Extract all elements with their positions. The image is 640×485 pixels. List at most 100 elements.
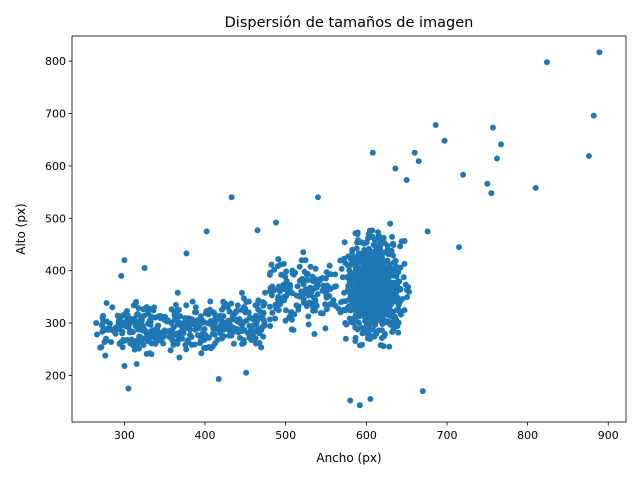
data-point [207,317,214,324]
data-point [365,317,372,324]
data-point [160,340,167,347]
data-point [280,295,287,302]
data-point [368,284,375,291]
data-point [380,319,387,326]
data-point [266,303,273,310]
y-tick-label: 300 [45,317,66,330]
data-point [118,272,125,279]
data-point [135,305,142,312]
data-point [375,233,382,240]
data-point [256,314,263,321]
data-point [260,333,267,340]
data-point [133,361,140,368]
data-point [232,308,239,315]
data-point [100,326,107,333]
data-point [248,337,255,343]
data-point [272,315,279,322]
data-point [240,295,247,302]
data-point [392,165,399,172]
data-point [395,295,402,302]
data-point [345,286,352,293]
data-point [342,307,349,314]
data-point [341,239,348,246]
data-point [398,238,405,245]
data-point [365,231,372,238]
data-point [169,336,176,343]
data-point [154,323,161,330]
data-point [109,304,116,311]
data-point [175,336,182,343]
data-point [341,289,348,296]
points-layer [93,49,603,409]
data-point [381,333,388,340]
data-point [354,270,361,277]
data-point [112,330,119,337]
data-point [400,274,407,281]
y-tick-label: 200 [45,369,66,382]
data-point [310,294,317,301]
data-point [354,263,361,270]
data-point [325,271,332,278]
data-point [100,312,107,319]
data-point [298,288,305,295]
plot-frame [71,35,627,423]
data-point [303,276,310,283]
data-point [254,227,261,234]
data-point [288,326,295,333]
data-point [280,260,287,267]
data-point [379,295,386,302]
data-point [130,302,137,309]
data-point [380,263,387,269]
data-point [489,124,496,131]
y-tick-label: 500 [45,212,66,225]
data-point [228,300,235,307]
data-point [307,263,314,270]
data-point [367,277,374,284]
data-point [275,283,282,290]
data-point [240,319,247,326]
data-point [131,346,138,353]
data-point [392,313,399,320]
data-point [456,244,463,251]
data-point [314,291,321,298]
data-point [371,242,378,249]
data-point [347,269,354,276]
data-point [378,268,385,275]
data-point [387,266,394,273]
data-point [389,308,396,315]
data-point [355,302,362,309]
data-point [596,49,603,56]
data-point [163,318,170,325]
data-point [258,344,265,351]
data-point [188,333,195,340]
data-point [116,326,123,333]
data-point [252,302,259,309]
data-point [120,336,127,343]
data-point [402,281,409,288]
data-point [355,319,362,326]
data-point [200,333,207,340]
data-point [143,335,150,342]
data-point [384,246,391,253]
data-point [387,220,394,227]
data-point [317,310,324,317]
data-point [364,335,371,342]
data-point [312,265,319,272]
data-point [323,306,330,313]
x-tick-label: 300 [114,429,135,442]
data-point [182,341,189,348]
data-point [358,307,365,314]
data-point [143,350,150,357]
data-point [176,354,183,361]
data-point [226,332,233,339]
data-point [182,317,189,324]
data-point [143,304,150,311]
data-point [358,280,365,287]
data-point [319,274,326,281]
data-point [177,313,184,320]
chart-title: Dispersión de tamaños de imagen [225,15,474,31]
data-point [332,271,339,278]
data-point [235,316,242,323]
data-point [102,337,109,344]
